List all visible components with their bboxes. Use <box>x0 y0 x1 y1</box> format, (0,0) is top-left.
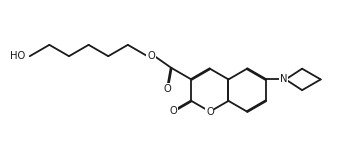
Text: O: O <box>206 107 214 117</box>
Text: O: O <box>163 84 171 94</box>
Text: HO: HO <box>10 51 25 61</box>
Text: O: O <box>169 106 177 116</box>
Text: N: N <box>280 74 287 84</box>
Text: O: O <box>147 51 155 61</box>
